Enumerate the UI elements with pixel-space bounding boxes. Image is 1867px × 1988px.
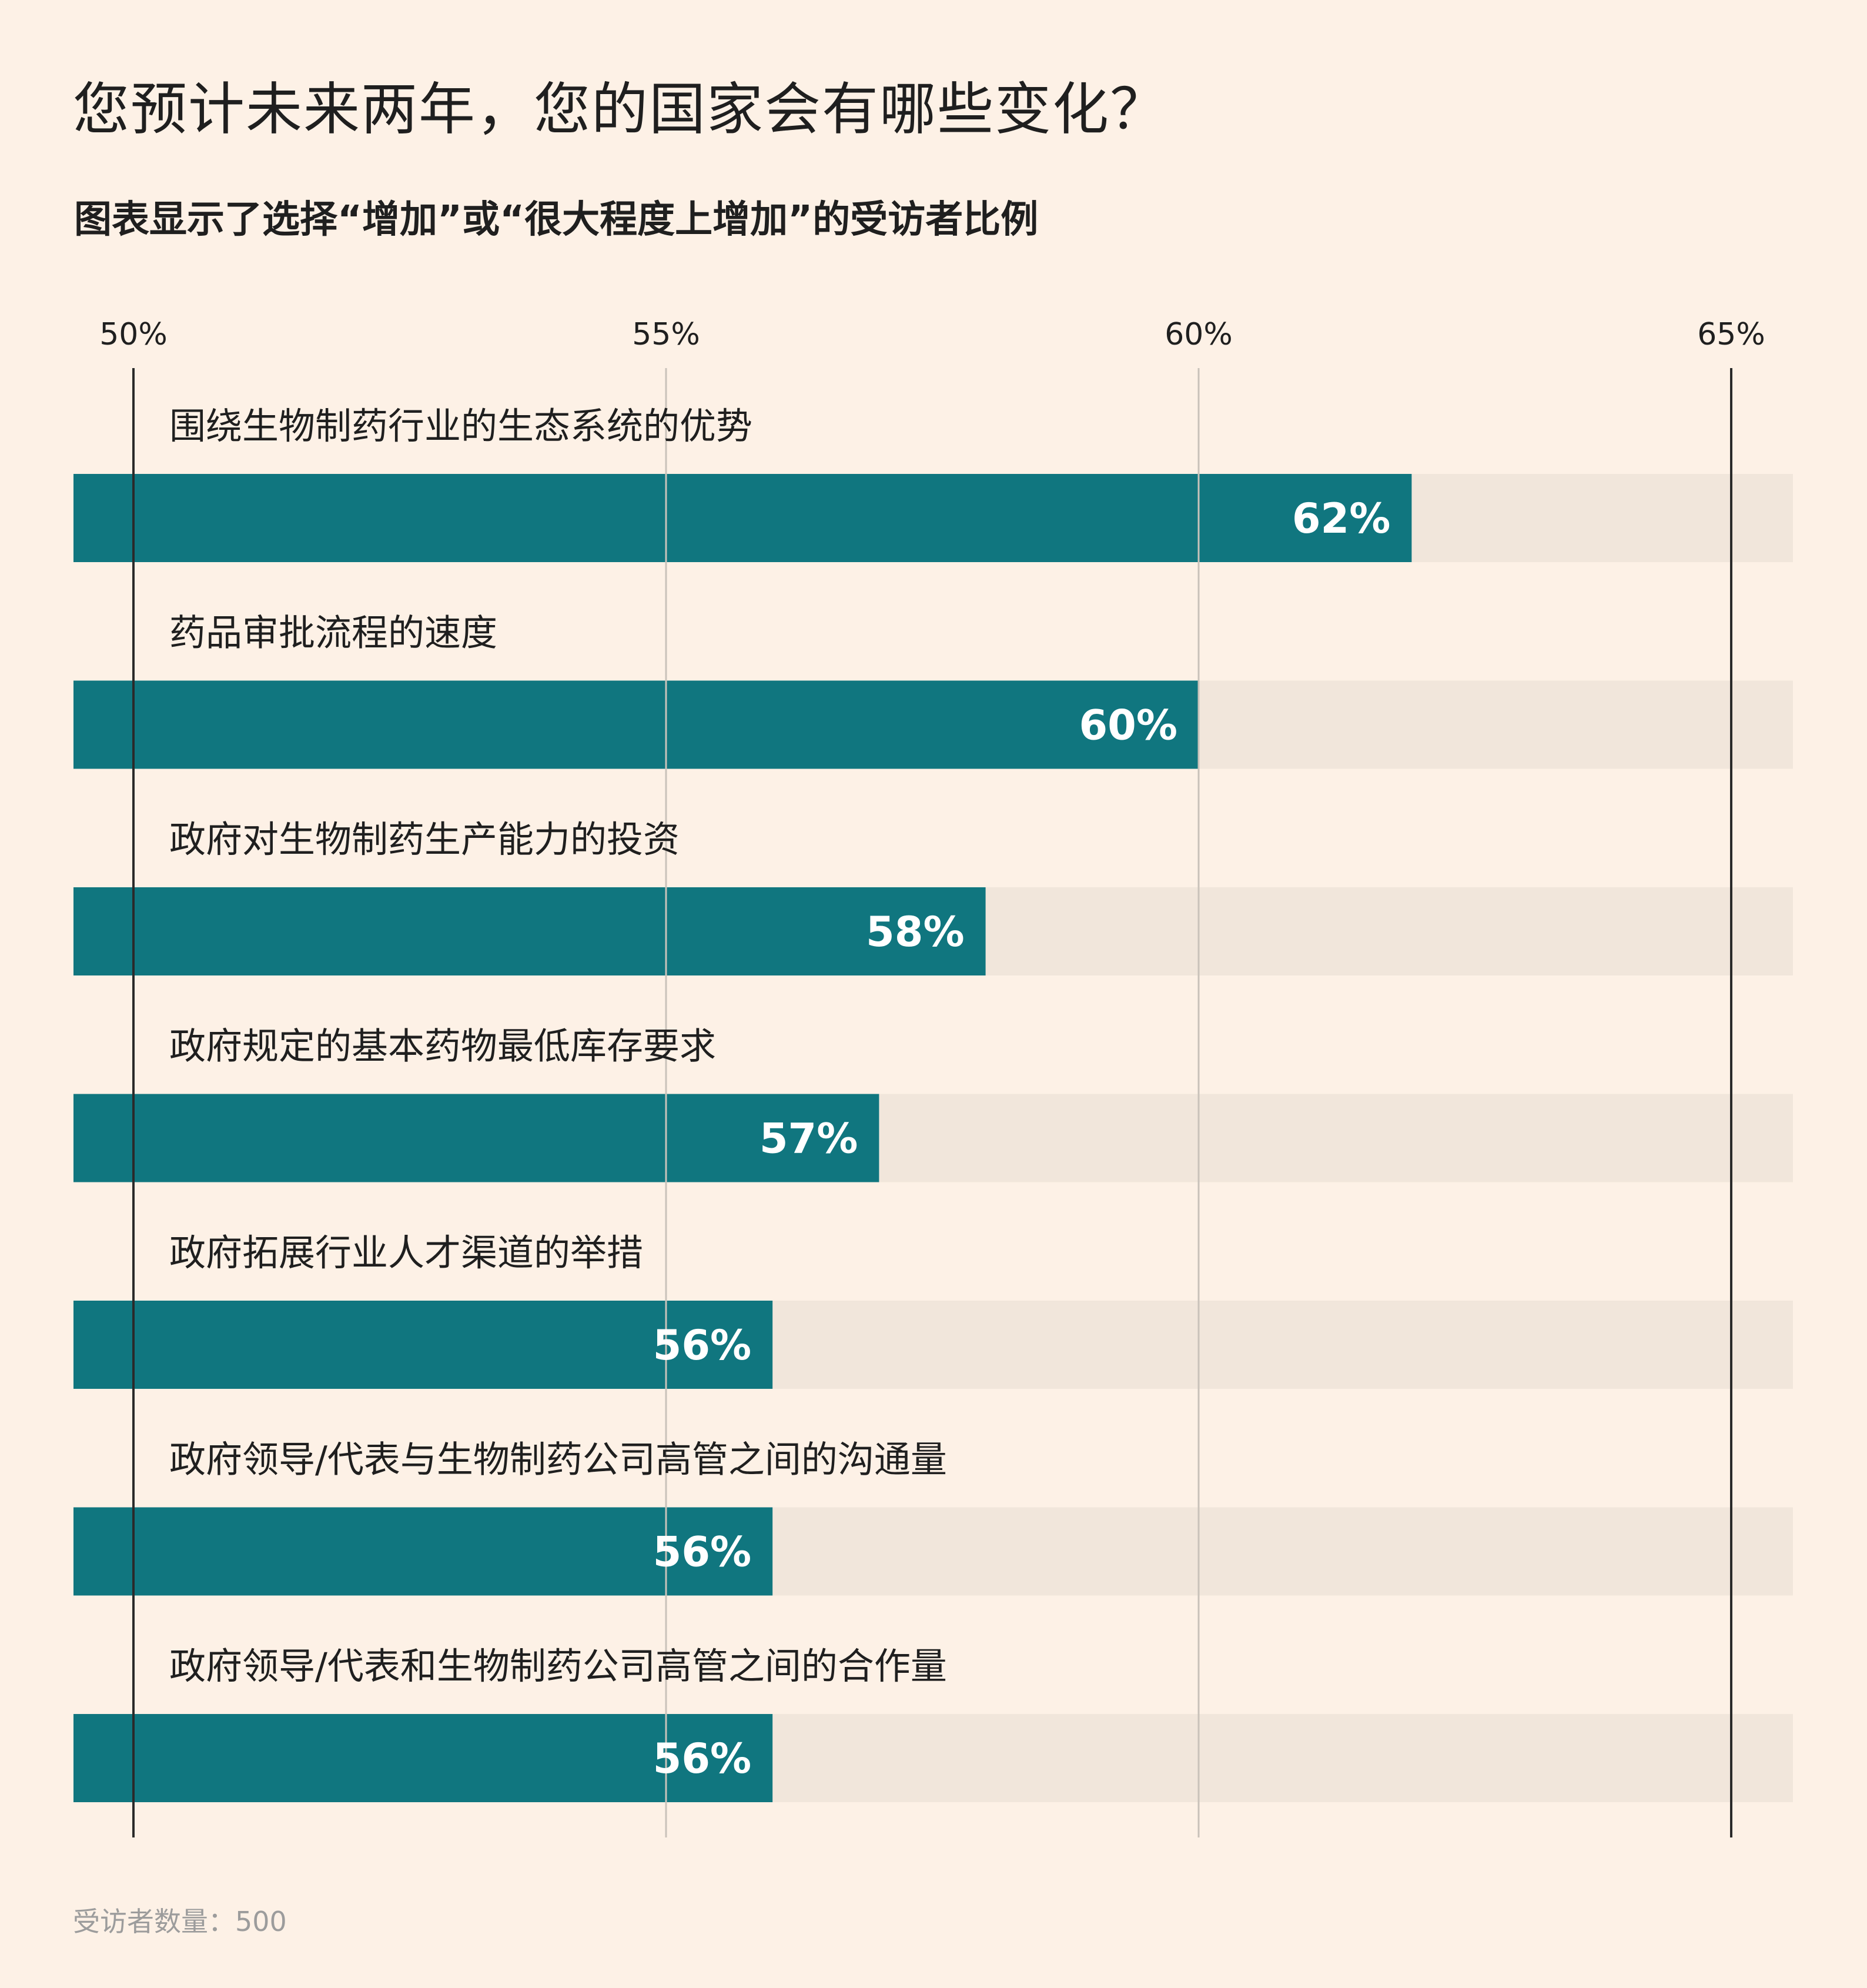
- category-label: 政府领导/代表和生物制药公司高管之间的合作量: [169, 1645, 947, 1688]
- value-label: 60%: [1079, 701, 1177, 750]
- category-label: 政府对生物制药生产能力的投资: [169, 818, 680, 861]
- bars: [73, 474, 1412, 1802]
- respondent-count: 受访者数量：500: [73, 1906, 287, 1937]
- bar: [73, 1094, 879, 1182]
- value-label: 57%: [759, 1115, 858, 1163]
- x-tick-labels: 50% 55% 60% 65%: [99, 317, 1765, 352]
- bar: [73, 1714, 773, 1802]
- bar: [73, 680, 1199, 769]
- value-label: 56%: [653, 1321, 752, 1369]
- value-label: 56%: [653, 1735, 752, 1783]
- x-tick-label: 55%: [632, 317, 700, 352]
- chart-title: 您预计未来两年，您的国家会有哪些变化？: [73, 76, 1167, 142]
- value-label: 56%: [653, 1528, 752, 1576]
- bar: [73, 1507, 773, 1596]
- value-label: 58%: [866, 908, 965, 956]
- gridlines: [132, 368, 1732, 1837]
- category-label: 政府拓展行业人才渠道的举措: [169, 1231, 643, 1274]
- bar: [73, 474, 1412, 562]
- category-label: 药品审批流程的速度: [169, 612, 497, 654]
- value-labels: 62% 60% 58% 57% 56% 56% 56%: [653, 495, 1391, 1783]
- category-label: 围绕生物制药行业的生态系统的优势: [169, 405, 752, 447]
- category-label: 政府规定的基本药物最低库存要求: [169, 1025, 716, 1068]
- chart-subtitle: 图表显示了选择“增加”或“很大程度上增加”的受访者比例: [74, 198, 1039, 242]
- bar: [73, 1301, 773, 1389]
- x-tick-label: 50%: [99, 317, 168, 352]
- x-tick-label: 60%: [1165, 317, 1233, 352]
- x-tick-label: 65%: [1697, 317, 1765, 352]
- value-label: 62%: [1292, 495, 1391, 543]
- category-labels: 围绕生物制药行业的生态系统的优势药品审批流程的速度政府对生物制药生产能力的投资政…: [169, 405, 947, 1688]
- bar: [73, 887, 986, 975]
- category-label: 政府领导/代表与生物制药公司高管之间的沟通量: [169, 1438, 947, 1481]
